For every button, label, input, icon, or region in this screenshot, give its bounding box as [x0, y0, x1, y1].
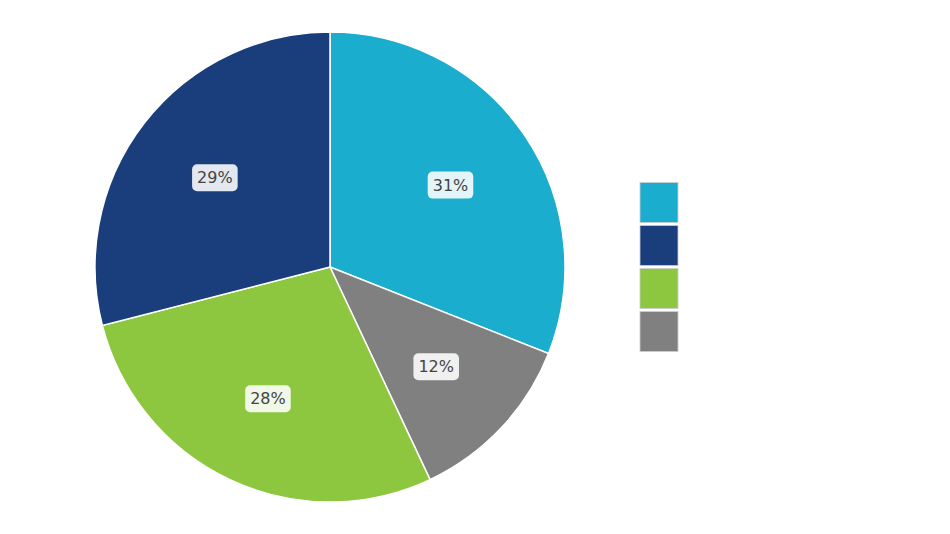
chart-svg: 31% 12% 28% 29% [0, 0, 950, 534]
data-label-box [245, 385, 291, 412]
data-label-box [192, 164, 238, 191]
legend-swatch [640, 183, 678, 223]
data-labels: 31% 12% 28% 29% [192, 164, 473, 412]
data-label-box [413, 353, 459, 380]
data-label-group: 29% [192, 164, 238, 191]
data-label: 28% [250, 389, 286, 408]
data-label: 29% [197, 168, 233, 187]
data-label: 31% [433, 176, 469, 195]
data-label-group: 12% [413, 353, 459, 380]
pie-slice [95, 32, 330, 325]
data-label: 12% [418, 357, 454, 376]
legend [640, 183, 678, 352]
data-label-box [428, 172, 474, 199]
data-label-group: 31% [428, 172, 474, 199]
legend-swatch [640, 269, 678, 309]
slices [95, 32, 565, 502]
legend-swatch [640, 312, 678, 352]
data-label-group: 28% [245, 385, 291, 412]
chart-container: 31% 12% 28% 29% [0, 0, 950, 534]
legend-swatch [640, 226, 678, 266]
